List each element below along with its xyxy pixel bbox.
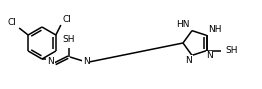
Text: SH: SH [63,35,75,44]
Text: N: N [83,57,89,66]
Text: Cl: Cl [7,18,16,27]
Text: Cl: Cl [63,15,72,24]
Text: NH: NH [209,25,222,34]
Text: N: N [48,57,54,66]
Text: N: N [185,56,192,65]
Text: HN: HN [177,20,190,29]
Text: N: N [206,51,213,60]
Text: SH: SH [226,46,238,55]
